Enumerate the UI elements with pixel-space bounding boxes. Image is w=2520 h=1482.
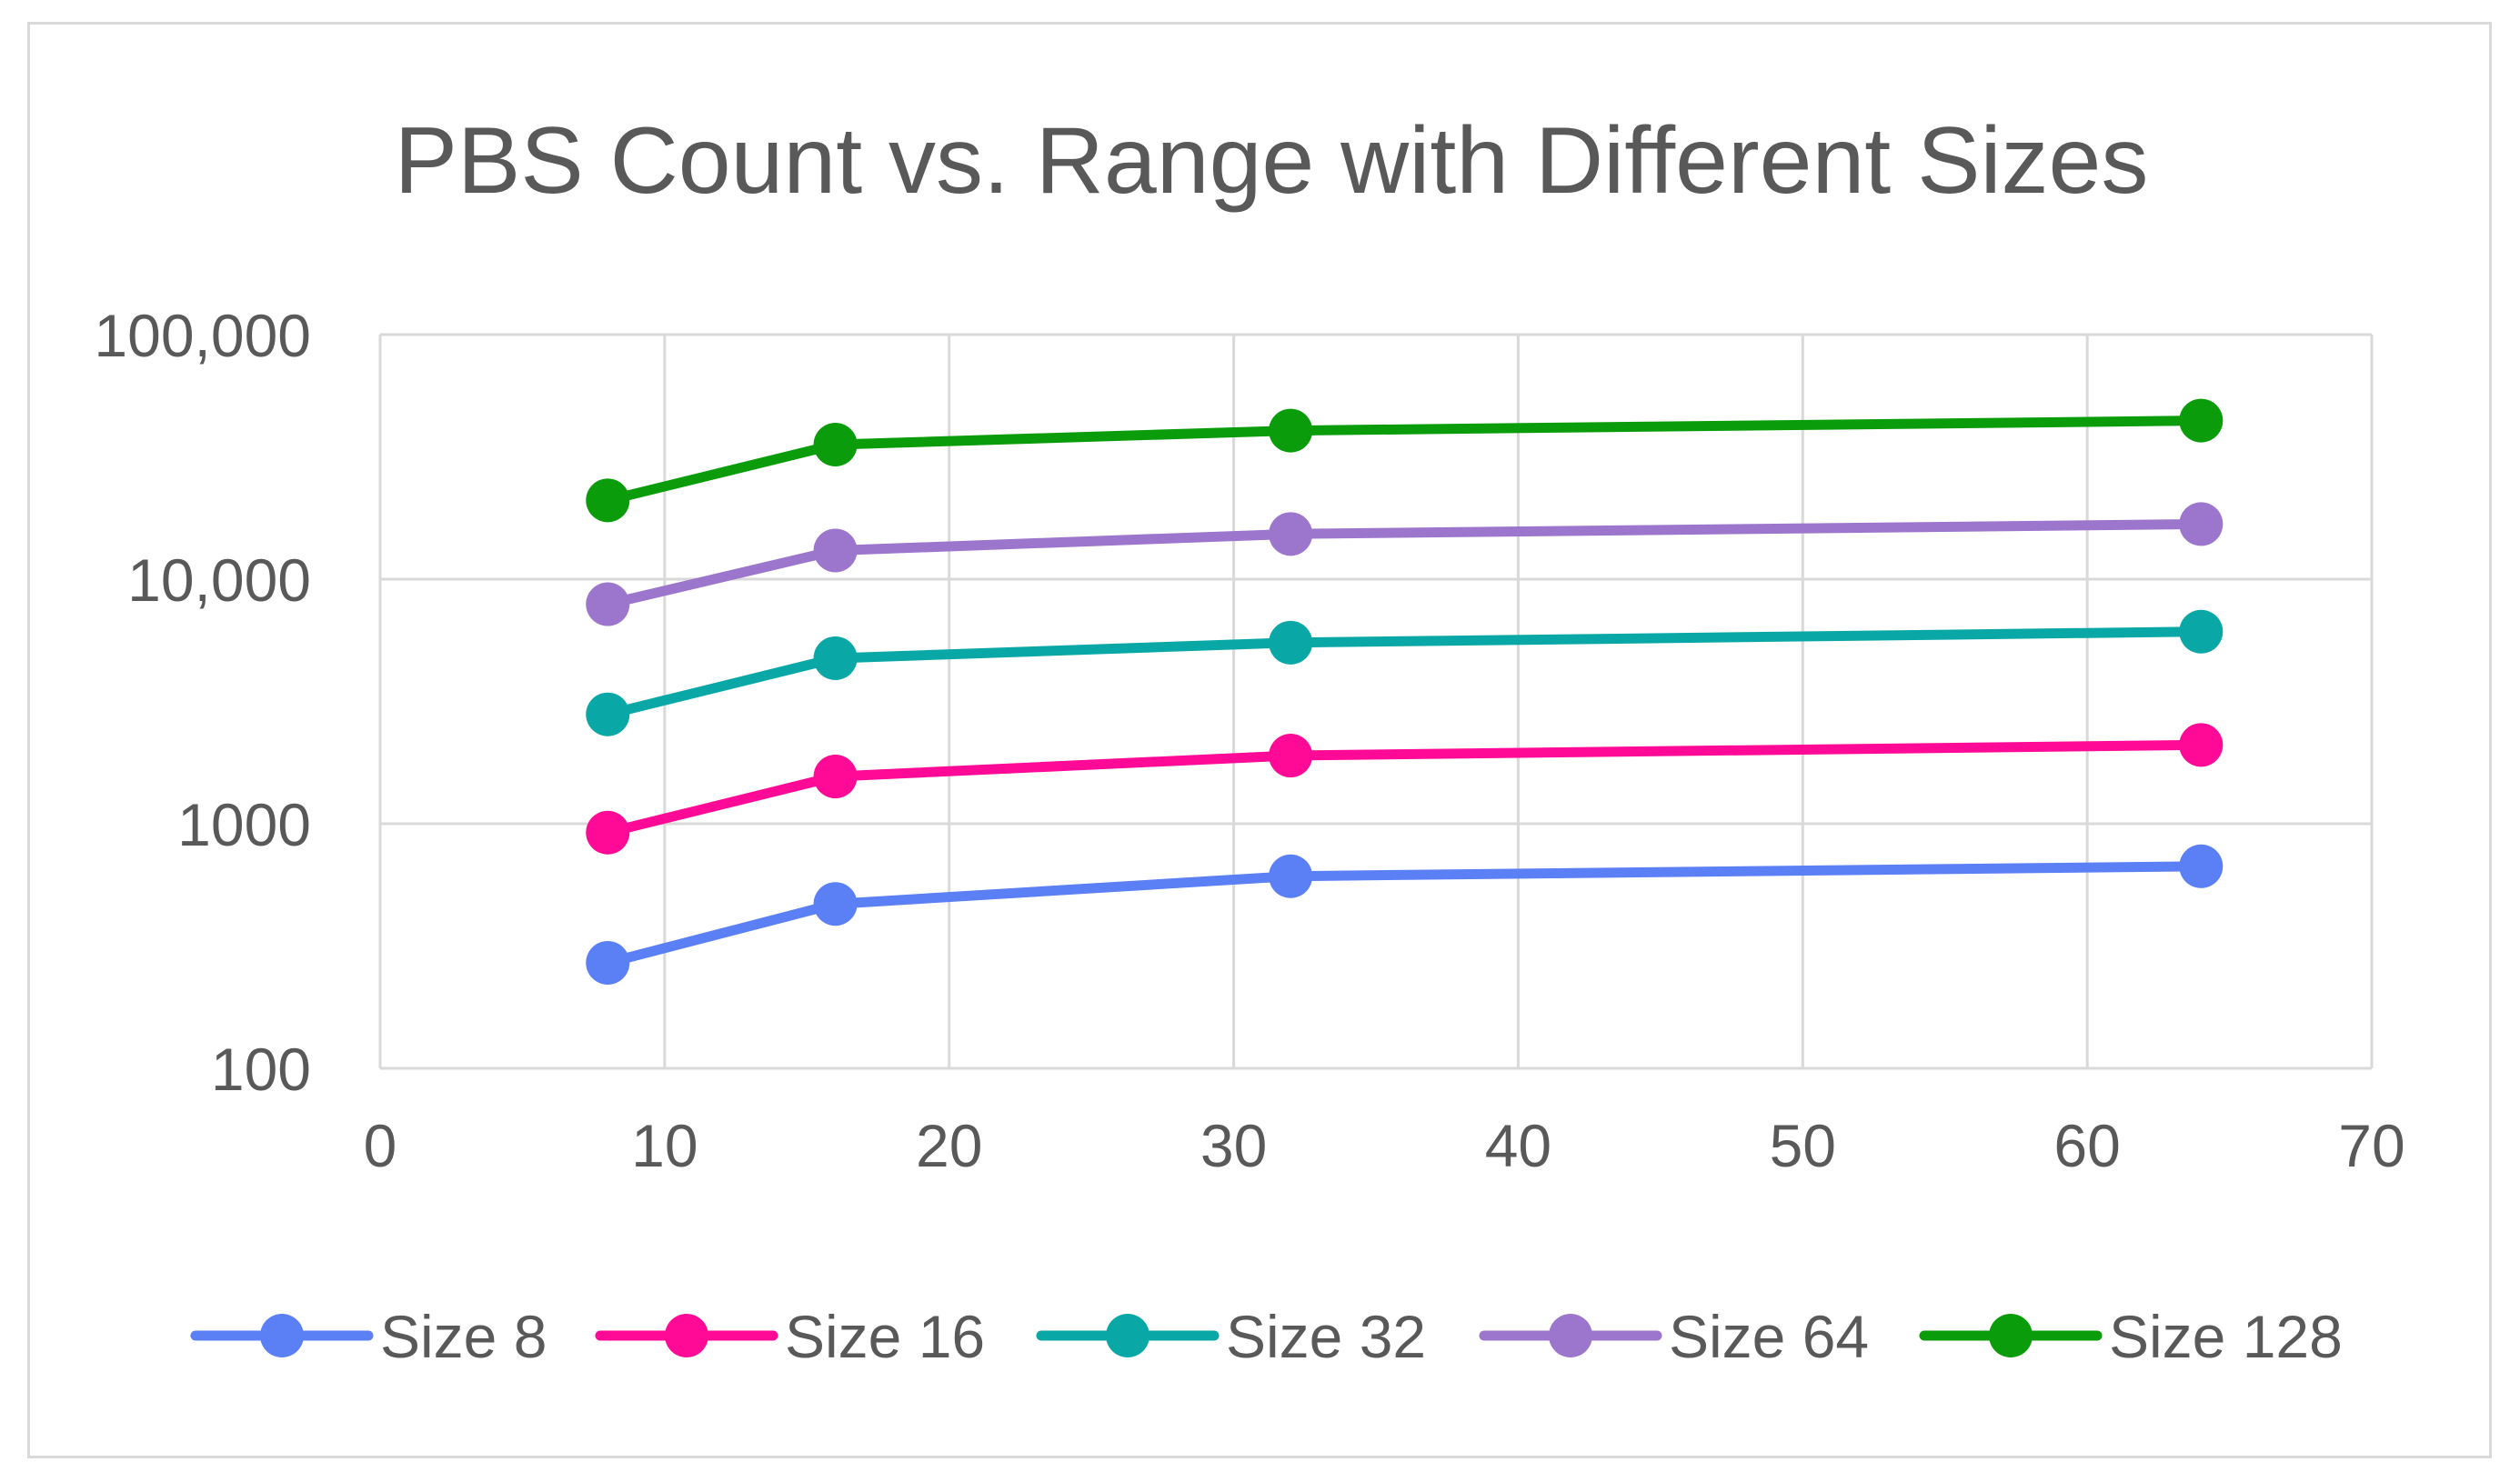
series-size-8: [586, 844, 2224, 985]
data-point: [1269, 408, 1313, 453]
chart-frame: [27, 22, 2492, 1458]
x-tick-label: 20: [916, 1112, 982, 1179]
legend-label: Size 32: [1226, 1303, 1426, 1370]
data-point: [2179, 398, 2224, 443]
series-size-64: [586, 502, 2224, 626]
data-point: [586, 478, 630, 523]
x-tick-label: 30: [1200, 1112, 1267, 1179]
series-line: [602, 518, 2206, 609]
legend-marker: [1549, 1314, 1592, 1357]
data-point: [813, 755, 858, 799]
series-line: [602, 861, 2206, 968]
y-tick-label: 100: [211, 1036, 311, 1103]
x-tick-label: 50: [1770, 1112, 1836, 1179]
x-tick-label: 70: [2338, 1112, 2405, 1179]
data-point: [586, 582, 630, 626]
series-size-128: [586, 398, 2224, 523]
legend-marker: [1106, 1314, 1150, 1357]
series-size-16: [586, 723, 2224, 855]
legend-label: Size 64: [1669, 1303, 1869, 1370]
series-line: [602, 739, 2206, 838]
legend: Size 8 Size 16 Size 32 Size 64 Size 128: [190, 1303, 2343, 1370]
data-point: [586, 810, 630, 855]
legend-item: Size 8: [190, 1303, 547, 1370]
legend-marker: [665, 1314, 708, 1357]
data-point: [813, 422, 858, 466]
series-line: [602, 626, 2206, 720]
data-point: [2179, 609, 2224, 654]
data-point: [2179, 844, 2224, 888]
chart-title: PBS Count vs. Range with Different Sizes: [395, 108, 2149, 214]
grid-lines: [378, 333, 2374, 1070]
data-point: [813, 528, 858, 573]
y-tick-label: 10,000: [127, 546, 311, 614]
series-line: [602, 416, 2206, 506]
legend-item: Size 64: [1479, 1303, 1869, 1370]
legend-item: Size 16: [595, 1303, 985, 1370]
legend-item: Size 32: [1036, 1303, 1426, 1370]
x-tick-label: 0: [364, 1112, 397, 1179]
legend-label: Size 16: [785, 1303, 985, 1370]
data-point: [2179, 723, 2224, 767]
data-point: [813, 636, 858, 680]
x-tick-label: 40: [1485, 1112, 1551, 1179]
x-tick-label: 60: [2053, 1112, 2120, 1179]
legend-item: Size 128: [1919, 1303, 2343, 1370]
x-tick-label: 10: [631, 1112, 698, 1179]
y-tick-label: 100,000: [94, 302, 311, 369]
data-point: [1269, 854, 1313, 898]
data-point: [586, 692, 630, 736]
axes: 0 10 20 30 40 50 60 70 100 1000 10,000 100,000: [94, 302, 2405, 1179]
legend-marker: [1989, 1314, 2033, 1357]
legend-marker: [260, 1314, 304, 1357]
series-size-32: [586, 609, 2224, 736]
data-point: [1269, 620, 1313, 665]
legend-label: Size 128: [2109, 1303, 2343, 1370]
y-tick-label: 1000: [177, 791, 311, 858]
data-point: [1269, 734, 1313, 778]
series-group: [586, 398, 2224, 985]
data-point: [586, 940, 630, 985]
data-point: [813, 882, 858, 926]
data-point: [2179, 502, 2224, 546]
data-point: [1269, 512, 1313, 556]
legend-label: Size 8: [380, 1303, 547, 1370]
